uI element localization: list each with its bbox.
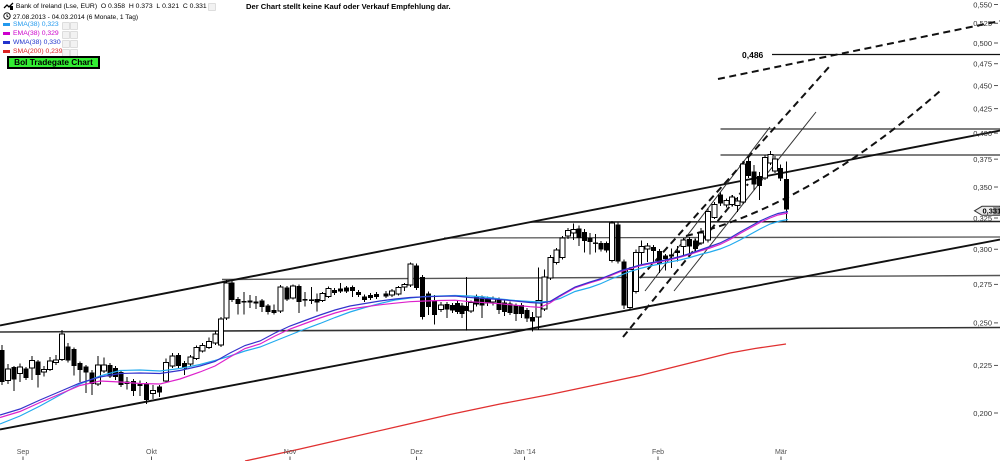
svg-text:0,331: 0,331 (983, 206, 1000, 215)
svg-text:0,250: 0,250 (973, 319, 992, 328)
svg-text:0,425: 0,425 (973, 104, 992, 113)
svg-text:0,400: 0,400 (973, 129, 992, 138)
svg-text:0,325: 0,325 (973, 214, 992, 223)
svg-text:0,350: 0,350 (973, 183, 992, 192)
svg-text:0,550: 0,550 (973, 0, 992, 9)
svg-text:Feb: Feb (652, 449, 664, 456)
svg-text:Nov: Nov (284, 449, 297, 456)
svg-text:0,450: 0,450 (973, 81, 992, 90)
svg-text:0,225: 0,225 (973, 361, 992, 370)
svg-text:0,275: 0,275 (973, 280, 992, 289)
svg-text:Mär: Mär (775, 449, 788, 456)
svg-text:0,475: 0,475 (973, 60, 992, 69)
svg-text:0,375: 0,375 (973, 155, 992, 164)
svg-text:0,200: 0,200 (973, 409, 992, 418)
svg-text:0,525: 0,525 (973, 19, 992, 28)
svg-text:Dez: Dez (410, 449, 423, 456)
svg-text:Okt: Okt (146, 449, 157, 456)
svg-text:0,500: 0,500 (973, 39, 992, 48)
svg-text:0,300: 0,300 (973, 245, 992, 254)
svg-text:Jan '14: Jan '14 (513, 449, 535, 456)
svg-text:0,486: 0,486 (742, 50, 764, 60)
svg-text:Sep: Sep (17, 449, 30, 456)
